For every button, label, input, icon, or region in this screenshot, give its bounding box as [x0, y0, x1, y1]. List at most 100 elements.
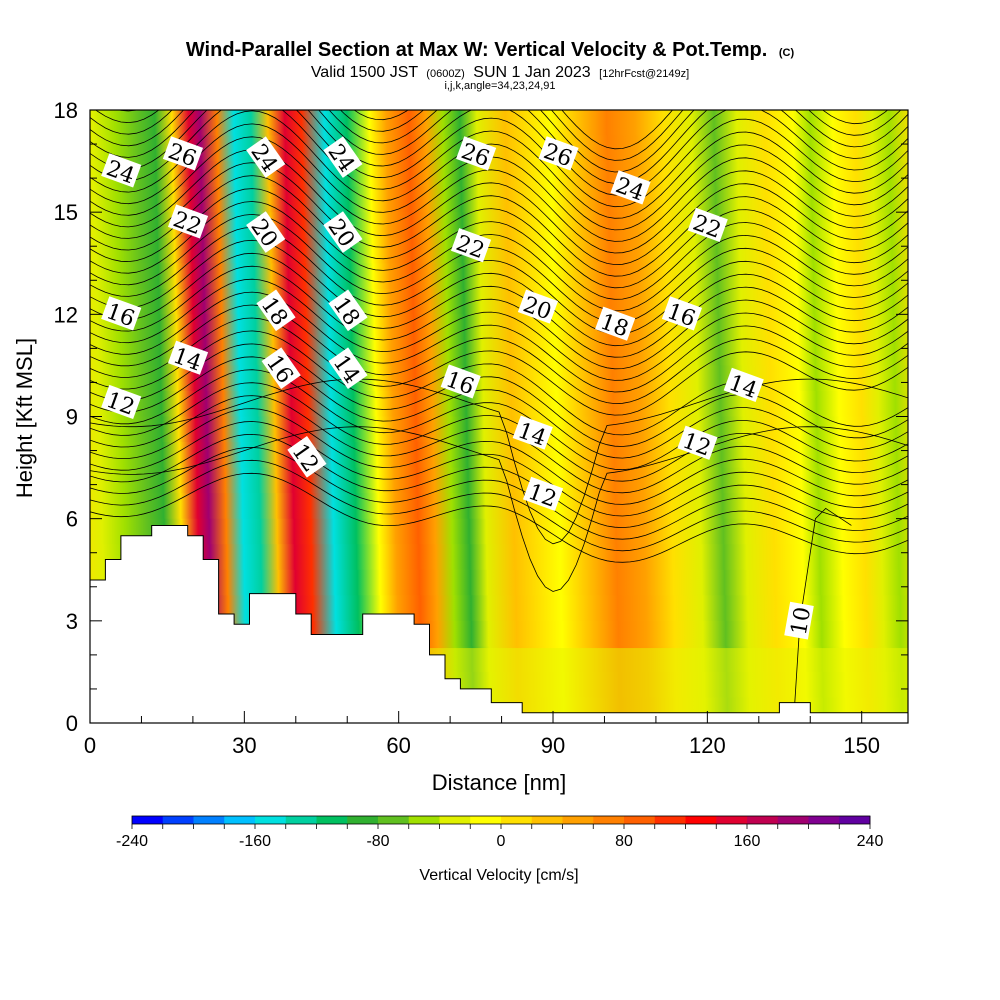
- w-field-band: [90, 161, 908, 188]
- colorbar-cell: [470, 816, 502, 824]
- colorbar-ticks: -240 -160 -80 0 80 160 240: [116, 824, 883, 850]
- theta-contour: [90, 188, 908, 300]
- theta-contour: [90, 304, 908, 405]
- theta-contour: [90, 110, 908, 208]
- w-field-band: [90, 314, 908, 341]
- w-field-band: [90, 442, 908, 469]
- title-mark: (C): [779, 47, 795, 59]
- x-tick-label: 0: [84, 733, 96, 758]
- theta-contour: [90, 278, 908, 381]
- theta-contour: [90, 343, 908, 447]
- theta-contour-low: [90, 378, 908, 545]
- theta-contour: [90, 123, 908, 242]
- theta-contour: [90, 149, 908, 266]
- theta-contour: [90, 395, 908, 494]
- colorbar-tick-label: -80: [366, 833, 389, 850]
- subtitle-date: SUN 1 Jan 2023: [473, 64, 591, 81]
- y-tick-label: 0: [66, 711, 78, 736]
- theta-contour: [90, 136, 908, 254]
- colorbar-cell: [562, 816, 594, 824]
- theta-contour: [90, 472, 908, 563]
- theta-contour: [90, 110, 908, 196]
- colorbar-label: Vertical Velocity [cm/s]: [419, 867, 578, 884]
- colorbar-cell: [408, 816, 440, 824]
- colorbar-cell: [316, 816, 348, 824]
- theta-contour: [90, 213, 908, 323]
- colorbar-tick-label: 80: [615, 833, 633, 850]
- theta-contour: [90, 110, 908, 219]
- theta-contour: [90, 382, 908, 482]
- theta-contour: [90, 356, 908, 459]
- theta-contour-label: 16: [661, 296, 703, 332]
- theta-contour: [90, 201, 908, 312]
- theta-contour: [90, 252, 908, 358]
- x-tick-label: 90: [541, 733, 565, 758]
- y-tick-label: 12: [54, 302, 78, 327]
- theta-contour-label: 22: [687, 207, 728, 244]
- theta-contour: [90, 446, 908, 540]
- theta-contour-10: [794, 507, 852, 703]
- x-tick-label: 150: [843, 733, 880, 758]
- colorbar-tick-label: -240: [116, 833, 148, 850]
- theta-contour: [90, 330, 908, 436]
- colorbar-cell: [378, 816, 410, 824]
- terrain: [90, 525, 908, 723]
- colorbar-cell: [347, 816, 379, 824]
- theta-contour: [90, 369, 908, 471]
- y-axis-ticks: 0 3 6 9 12 15 18: [54, 98, 908, 736]
- theta-contour: [90, 265, 908, 370]
- y-axis-label: Height [Kft MSL]: [12, 338, 37, 498]
- subtitle-ijk: i,j,k,angle=34,23,24,91: [444, 80, 555, 92]
- colorbar-cell: [808, 816, 840, 824]
- w-field-band: [90, 569, 908, 596]
- colorbar-cell: [777, 816, 809, 824]
- theta-contour: [90, 239, 908, 347]
- colorbar-cell: [439, 816, 471, 824]
- colorbar-cell: [132, 816, 164, 824]
- w-field-band: [90, 518, 908, 545]
- colorbar-cell: [501, 816, 533, 824]
- subtitle-valid: Valid 1500 JST: [311, 64, 419, 81]
- colorbar-cell: [624, 816, 656, 824]
- theta-contour: [90, 459, 908, 552]
- w-field-band: [90, 493, 908, 520]
- x-axis-ticks: 0 30 60 90 120 150: [84, 711, 880, 758]
- y-tick-label: 3: [66, 609, 78, 634]
- theta-contour: [90, 317, 908, 416]
- x-tick-label: 60: [386, 733, 410, 758]
- colorbar-cell: [193, 816, 225, 824]
- colorbar-tick-label: 240: [857, 833, 884, 850]
- x-tick-label: 30: [232, 733, 256, 758]
- y-tick-label: 18: [54, 98, 78, 123]
- colorbar-cell: [593, 816, 625, 824]
- theta-contour: [90, 433, 908, 529]
- colorbar-tick-label: 160: [734, 833, 761, 850]
- theta-contour: [90, 162, 908, 277]
- w-field-band: [90, 263, 908, 290]
- theta-contour-label: 12: [677, 425, 718, 462]
- theta-contour: [90, 110, 908, 231]
- colorbar-cells: [131, 815, 871, 825]
- subtitle-fcst: [12hrFcst@2149z]: [599, 68, 689, 80]
- theta-contour-label: 10: [784, 601, 816, 640]
- colorbar-cell: [654, 816, 686, 824]
- colorbar-cell: [531, 816, 563, 824]
- w-field-band: [90, 135, 908, 162]
- w-field-band: [90, 365, 908, 392]
- colorbar-tick-label: 0: [497, 833, 506, 850]
- colorbar-cell: [685, 816, 717, 824]
- w-field-band: [90, 212, 908, 239]
- colorbar-cell: [255, 816, 287, 824]
- theta-contour-label: 20: [517, 289, 559, 325]
- colorbar-cell: [839, 816, 871, 824]
- colorbar: -240 -160 -80 0 80 160 240: [116, 815, 883, 850]
- w-field-band: [90, 237, 908, 264]
- theta-contour-label-text: 10: [787, 605, 816, 637]
- x-tick-label: 120: [689, 733, 726, 758]
- theta-contour: [90, 408, 908, 505]
- x-axis-label: Distance [nm]: [432, 770, 567, 795]
- colorbar-tick-label: -160: [239, 833, 271, 850]
- y-tick-label: 9: [66, 405, 78, 430]
